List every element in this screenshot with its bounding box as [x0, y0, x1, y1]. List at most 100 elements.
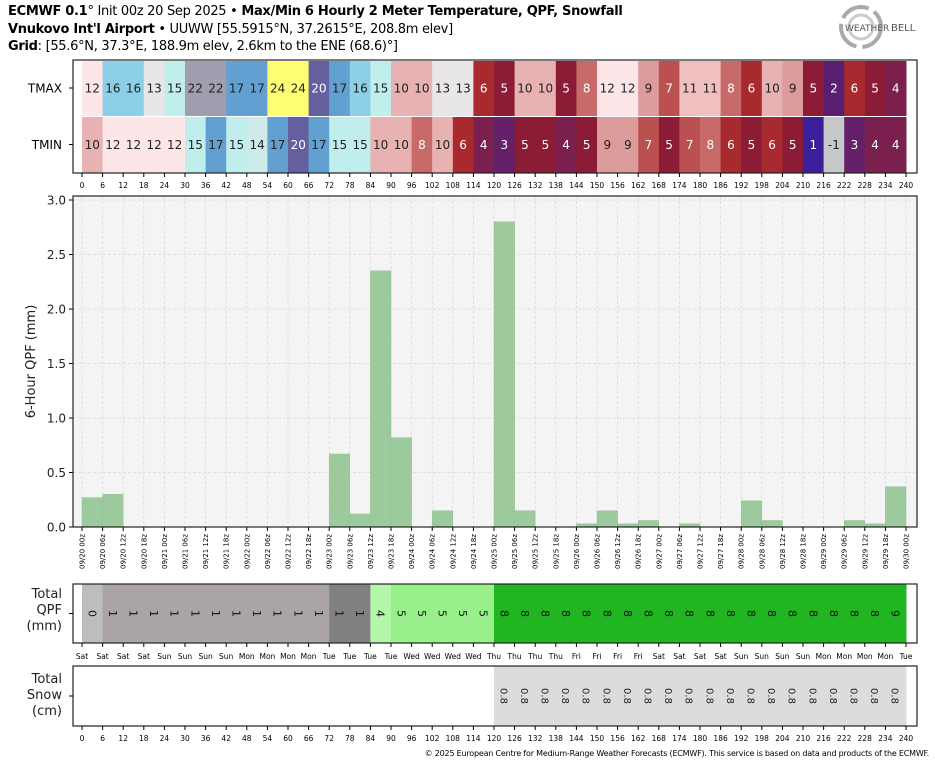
total-qpf-cell	[576, 584, 598, 643]
grid-line: Grid: [55.6°N, 37.3°E, 188.9m elev, 2.6k…	[8, 39, 398, 54]
day-tick-label: Sat	[653, 652, 665, 661]
tmin-value: 4	[562, 138, 570, 152]
total-snow-value: 0.8	[703, 688, 714, 704]
tmax-cell	[267, 61, 289, 116]
x-tick-label: 09/26 00z	[573, 534, 581, 569]
day-tick-label: Sat	[117, 652, 129, 661]
tmin-cell	[885, 117, 907, 173]
tmin-value: 3	[500, 138, 508, 152]
day-tick-label: Tue	[342, 652, 356, 661]
tmin-cell	[720, 117, 742, 173]
hour-tick-label: 216	[816, 734, 831, 743]
x-tick-label: 09/25 06z	[511, 534, 519, 569]
tmax-value: 6	[480, 82, 488, 96]
total-snow-value: 0.8	[662, 688, 673, 704]
hour-tick-label: 84	[366, 734, 376, 743]
hour-tick-label: 102	[425, 181, 440, 190]
hour-tick-label: 144	[569, 734, 584, 743]
x-tick-label: 09/20 00z	[79, 534, 87, 569]
x-tick-label: 09/28 18z	[800, 534, 808, 569]
tmax-cell	[288, 61, 310, 116]
day-tick-label: Sun	[178, 652, 193, 661]
hour-tick-label: 66	[304, 734, 314, 743]
qpf-bar	[370, 270, 392, 528]
x-tick-label: 09/30 00z	[903, 534, 911, 569]
y-axis-label: 6-Hour QPF (mm)	[24, 305, 39, 419]
tmin-value: 15	[229, 138, 244, 152]
y-tick-label: 3.0	[47, 194, 66, 208]
tmin-value: 17	[208, 138, 223, 152]
total-qpf-value: 0	[85, 610, 98, 617]
tmax-cell	[741, 61, 763, 116]
tmax-value: 13	[435, 82, 450, 96]
qpf-bar	[390, 437, 412, 528]
x-tick-label: 09/20 12z	[120, 534, 128, 569]
hour-tick-label: 168	[652, 181, 667, 190]
hour-tick-label: 120	[487, 734, 502, 743]
y-tick-label: 1.0	[47, 412, 66, 426]
tmax-label: TMAX	[27, 82, 62, 96]
tmax-cell	[82, 61, 104, 116]
total-snow-value: 0.8	[580, 688, 591, 704]
qpf-bar	[761, 520, 783, 528]
x-tick-label: 09/24 18z	[470, 534, 478, 569]
total-qpf-cell	[308, 584, 330, 643]
hour-tick-label: 234	[878, 181, 893, 190]
total-qpf-cell	[452, 584, 474, 643]
total-qpf-cell	[432, 584, 454, 643]
tmin-value: 15	[332, 138, 347, 152]
tmin-value: 12	[167, 138, 182, 152]
hour-tick-label: 102	[425, 734, 440, 743]
total-qpf-cell	[803, 584, 825, 643]
tmin-value: 7	[686, 138, 694, 152]
total-qpf-value: 1	[168, 610, 181, 617]
x-tick-label: 09/25 12z	[532, 534, 540, 569]
tmax-cell	[185, 61, 207, 116]
total-snow-value: 0.8	[600, 688, 611, 704]
total-snow-cell	[576, 666, 598, 726]
tmax-value: 6	[851, 82, 859, 96]
total-snow-cell	[555, 666, 577, 726]
x-tick-label: 09/20 06z	[99, 534, 107, 569]
total-snow-cell	[638, 666, 660, 726]
hour-tick-label: 186	[713, 734, 728, 743]
tmax-value: 16	[105, 82, 120, 96]
tmax-cell	[494, 61, 516, 116]
temperature-panel-frame	[72, 59, 918, 174]
x-tick-label: 09/22 06z	[264, 534, 272, 569]
hour-tick-label: 150	[590, 734, 605, 743]
hour-tick-label: 0	[80, 181, 85, 190]
total-qpf-value: 5	[477, 610, 490, 617]
tmin-value: 12	[126, 138, 141, 152]
hour-tick-label: 156	[610, 734, 625, 743]
day-tick-label: Sun	[796, 652, 811, 661]
tmax-cell	[844, 61, 866, 116]
tmax-cell	[597, 61, 619, 116]
model-name: ECMWF 0.1	[8, 4, 88, 19]
x-tick-label: 09/28 12z	[779, 534, 787, 569]
tmin-value: 8	[418, 138, 426, 152]
hour-tick-label: 126	[507, 181, 522, 190]
tmin-value: 5	[789, 138, 797, 152]
tmax-cell	[555, 61, 577, 116]
qpf-bar	[102, 494, 124, 528]
hour-tick-label: 60	[283, 181, 293, 190]
hour-tick-label: 210	[796, 734, 811, 743]
tmin-value: 15	[188, 138, 203, 152]
total-qpf-value: 1	[188, 610, 201, 617]
tmin-cell	[700, 117, 722, 173]
hour-tick-label: 198	[755, 181, 770, 190]
tmax-cell	[391, 61, 413, 116]
tmin-cell	[432, 117, 454, 173]
hour-tick-label: 66	[304, 181, 314, 190]
tmax-value: 10	[414, 82, 429, 96]
day-tick-label: Mon	[836, 652, 852, 661]
tmax-value: 11	[682, 82, 697, 96]
tmin-cell	[597, 117, 619, 173]
day-tick-label: Sat	[673, 652, 685, 661]
total-qpf-cell	[617, 584, 639, 643]
tmin-value: 10	[85, 138, 100, 152]
tmax-value: 10	[764, 82, 779, 96]
tmin-value: 12	[146, 138, 161, 152]
day-tick-label: Tue	[363, 652, 377, 661]
